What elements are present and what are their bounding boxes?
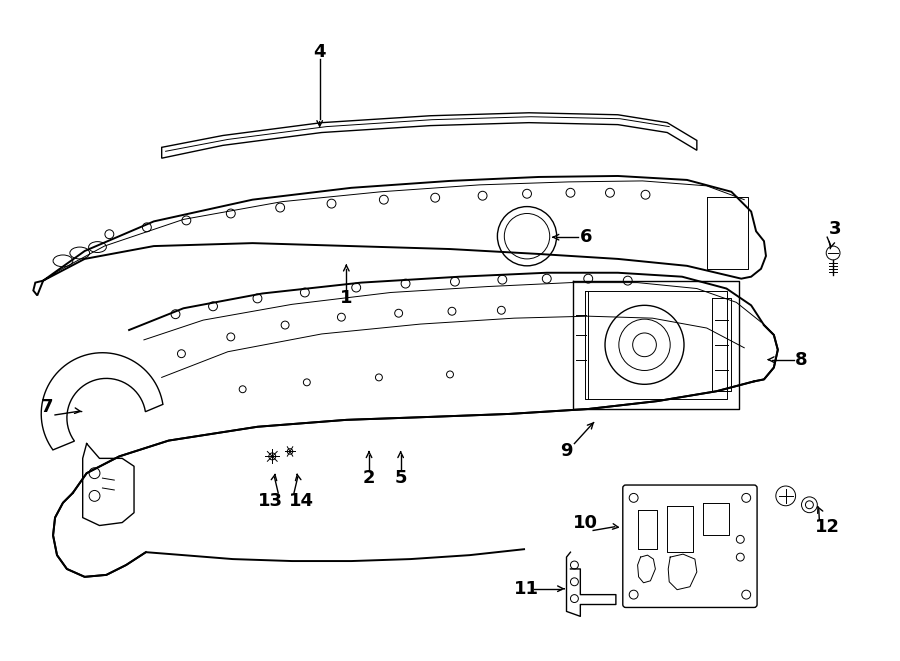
Text: 2: 2 bbox=[363, 469, 375, 487]
Text: 1: 1 bbox=[340, 290, 353, 307]
Text: 11: 11 bbox=[514, 580, 538, 598]
Text: 7: 7 bbox=[40, 398, 53, 416]
Text: 9: 9 bbox=[561, 442, 572, 461]
Text: 6: 6 bbox=[580, 228, 592, 246]
Text: 14: 14 bbox=[290, 492, 314, 510]
Text: 13: 13 bbox=[257, 492, 283, 510]
Text: 4: 4 bbox=[313, 42, 326, 61]
Text: 12: 12 bbox=[814, 518, 840, 537]
Text: 8: 8 bbox=[796, 350, 808, 369]
Text: 3: 3 bbox=[829, 220, 842, 239]
Text: 10: 10 bbox=[572, 514, 598, 531]
Text: 5: 5 bbox=[394, 469, 407, 487]
